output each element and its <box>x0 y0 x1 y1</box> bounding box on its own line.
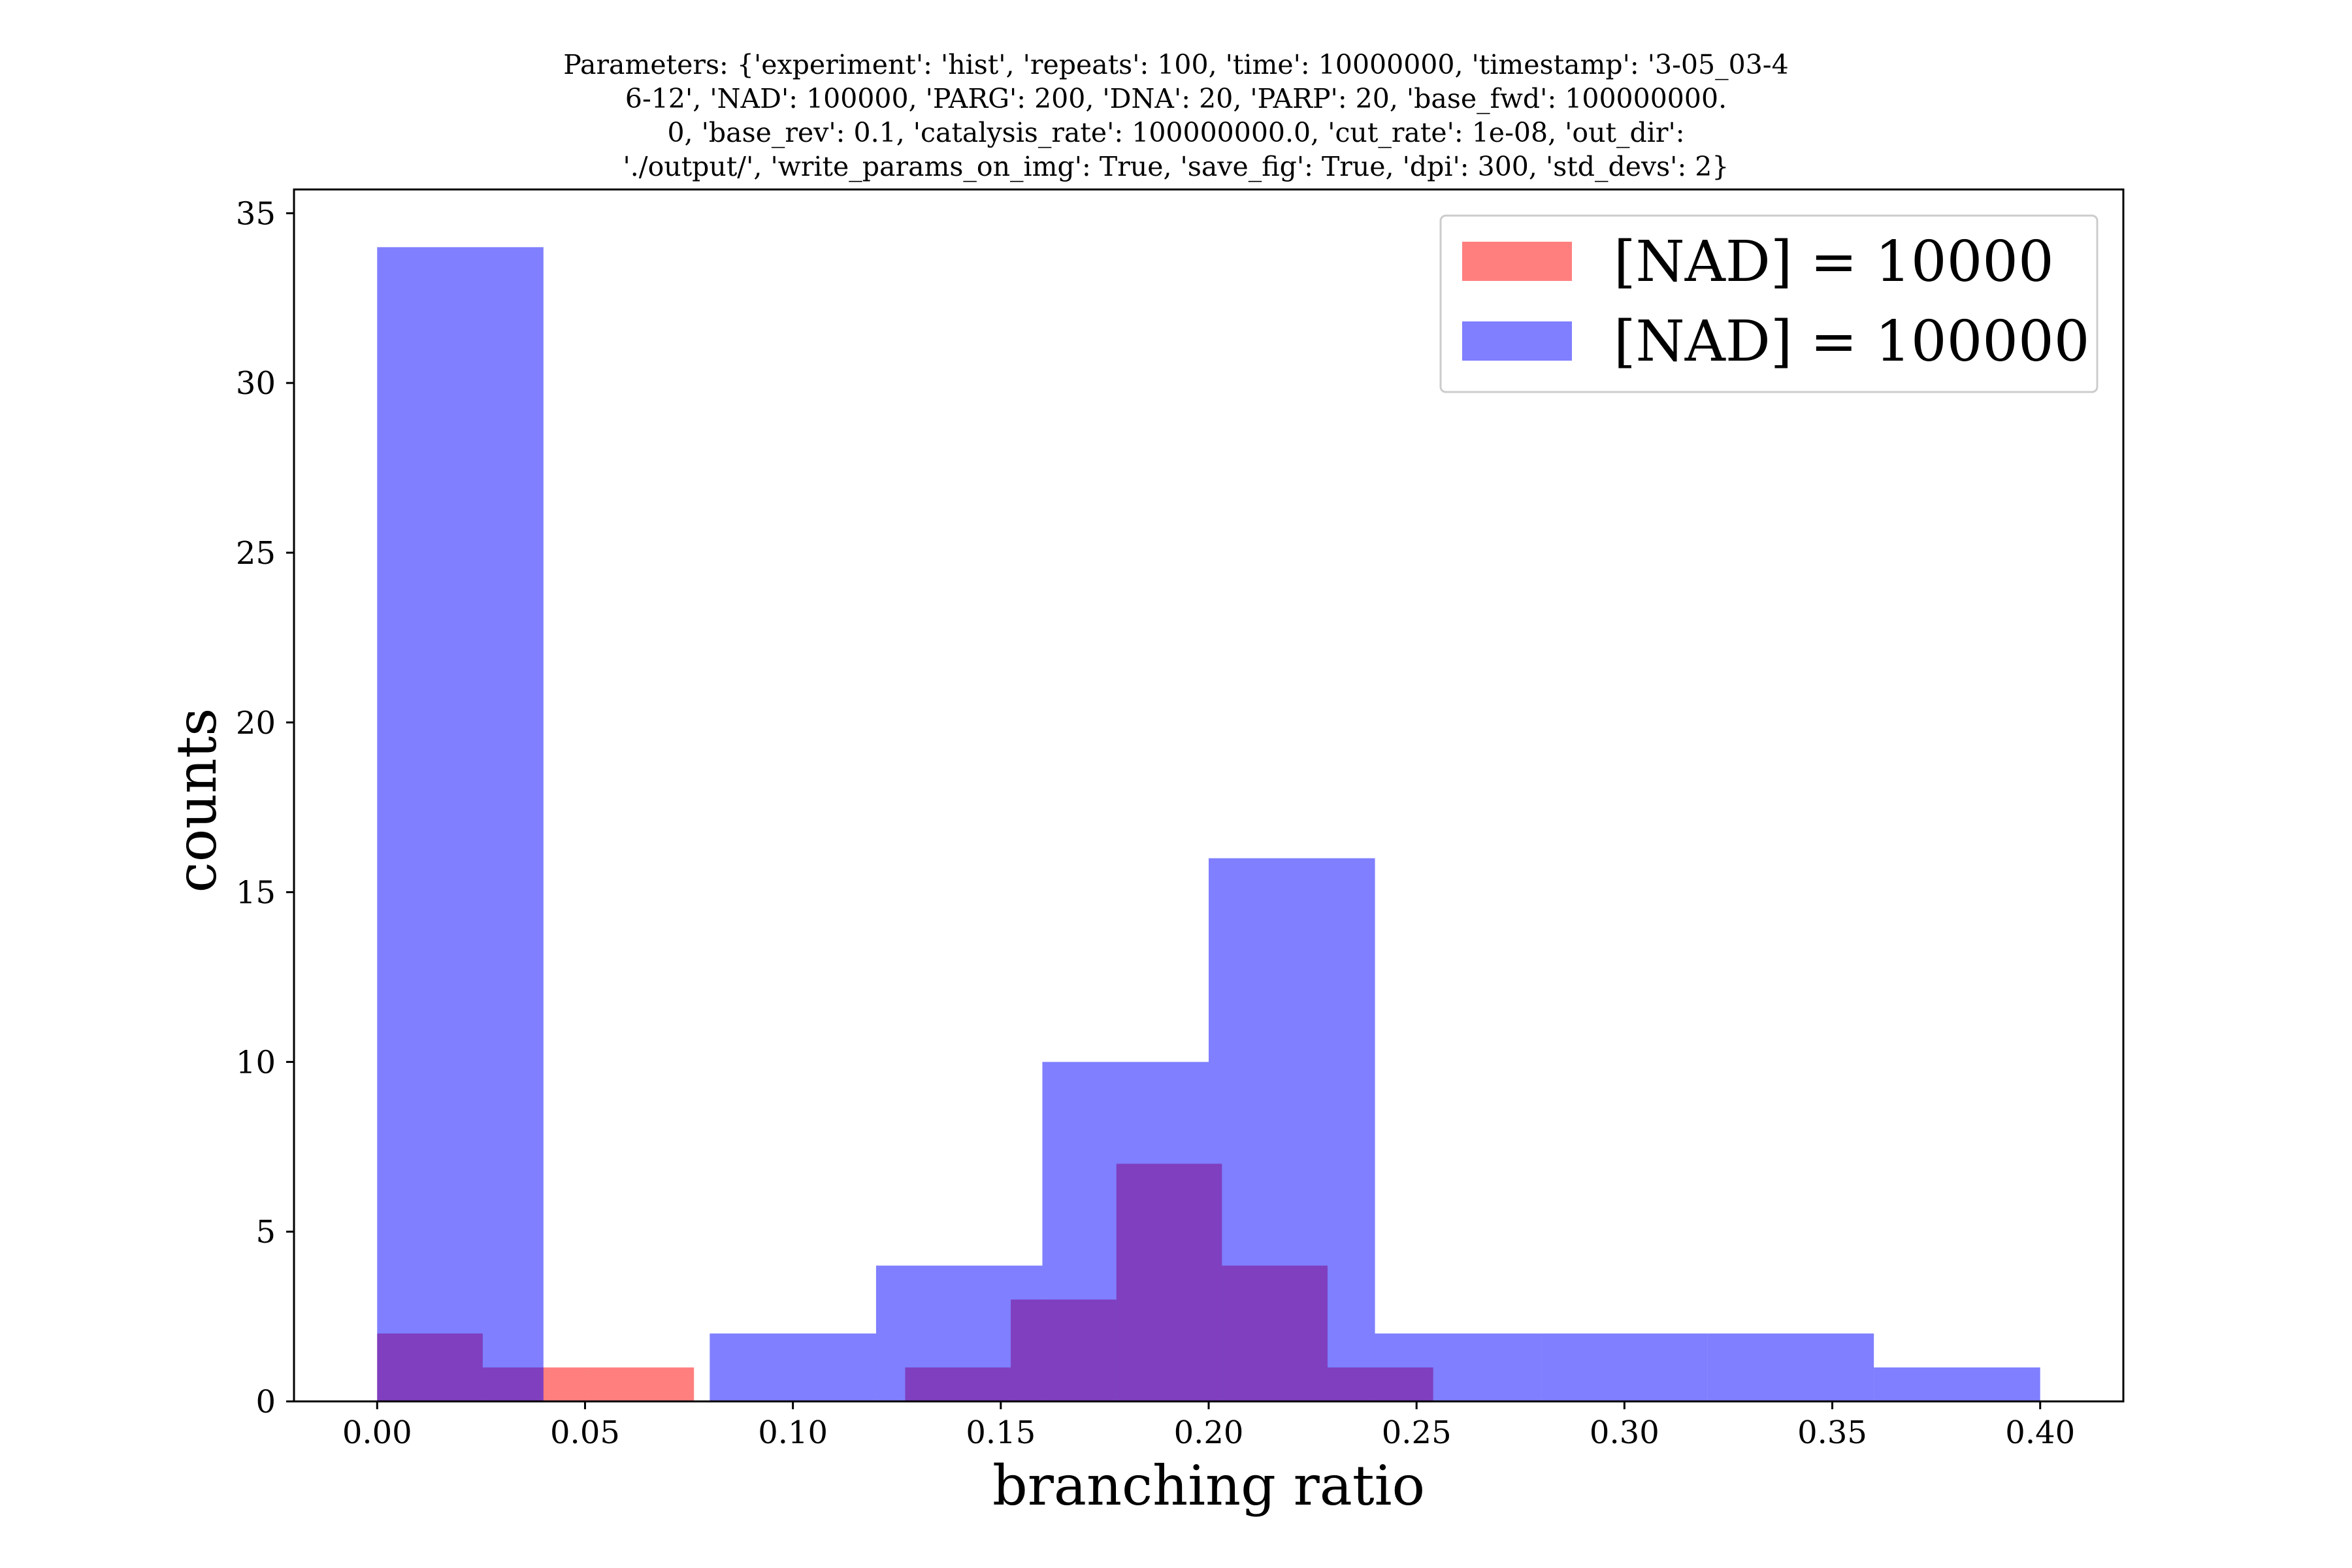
x-tick-label: 0.35 <box>1797 1414 1867 1451</box>
histogram-bars <box>377 247 2040 1401</box>
chart-title: Parameters: {'experiment': 'hist', 'repe… <box>563 49 1788 182</box>
y-tick-label: 35 <box>236 195 276 232</box>
x-tick-label: 0.20 <box>1174 1414 1244 1451</box>
y-axis-ticks: 0 5 10 15 20 25 30 35 <box>236 195 294 1420</box>
y-axis-label: counts <box>165 708 229 893</box>
x-tick-label: 0.30 <box>1590 1414 1659 1451</box>
title-line-3: 0, 'base_rev': 0.1, 'catalysis_rate': 10… <box>667 117 1684 148</box>
legend-label-nad-100000: [NAD] = 100000 <box>1614 309 2089 374</box>
y-tick-label: 30 <box>236 365 276 402</box>
y-tick-label: 15 <box>236 875 276 911</box>
legend-label-nad-10000: [NAD] = 10000 <box>1614 229 2054 295</box>
title-line-1: Parameters: {'experiment': 'hist', 'repe… <box>563 49 1788 80</box>
y-tick-label: 0 <box>255 1384 276 1420</box>
x-tick-label: 0.05 <box>550 1414 620 1451</box>
x-tick-label: 0.10 <box>758 1414 828 1451</box>
x-tick-label: 0.40 <box>2005 1414 2075 1451</box>
bar-nad-100000-bin-9 <box>1874 1367 2040 1401</box>
x-tick-label: 0.00 <box>342 1414 412 1451</box>
y-tick-label: 20 <box>236 705 276 742</box>
title-line-4: './output/', 'write_params_on_img': True… <box>623 151 1729 182</box>
x-tick-label: 0.25 <box>1382 1414 1452 1451</box>
legend-swatch-nad-100000 <box>1462 321 1572 361</box>
bar-nad-100000-bin-8 <box>1707 1333 1874 1401</box>
bar-nad-100000-bin-0 <box>377 247 544 1401</box>
bar-nad-100000-bin-4 <box>1042 1062 1209 1401</box>
bar-nad-100000-bin-5 <box>1209 858 1375 1401</box>
legend-swatch-nad-10000 <box>1462 242 1572 281</box>
bar-nad-100000-bin-6 <box>1375 1333 1542 1401</box>
legend-box <box>1439 214 2099 393</box>
bar-nad-10000-bin-2 <box>588 1367 694 1401</box>
x-axis-ticks: 0.00 0.05 0.10 0.15 0.20 0.25 0.30 0.35 0.40 <box>342 1401 2075 1451</box>
bar-nad-100000-bin-3 <box>875 1266 1043 1401</box>
y-tick-label: 10 <box>236 1044 276 1081</box>
bar-nad-100000-bin-7 <box>1541 1333 1708 1401</box>
x-axis-label: branching ratio <box>992 1454 1425 1518</box>
y-tick-label: 25 <box>236 535 276 572</box>
x-tick-label: 0.15 <box>966 1414 1036 1451</box>
chart-legend: [NAD] = 10000 [NAD] = 100000 <box>1439 214 2099 393</box>
bar-nad-100000-bin-2 <box>710 1333 876 1401</box>
y-tick-label: 5 <box>255 1214 276 1250</box>
title-line-2: 6-12', 'NAD': 100000, 'PARG': 200, 'DNA'… <box>625 83 1727 114</box>
